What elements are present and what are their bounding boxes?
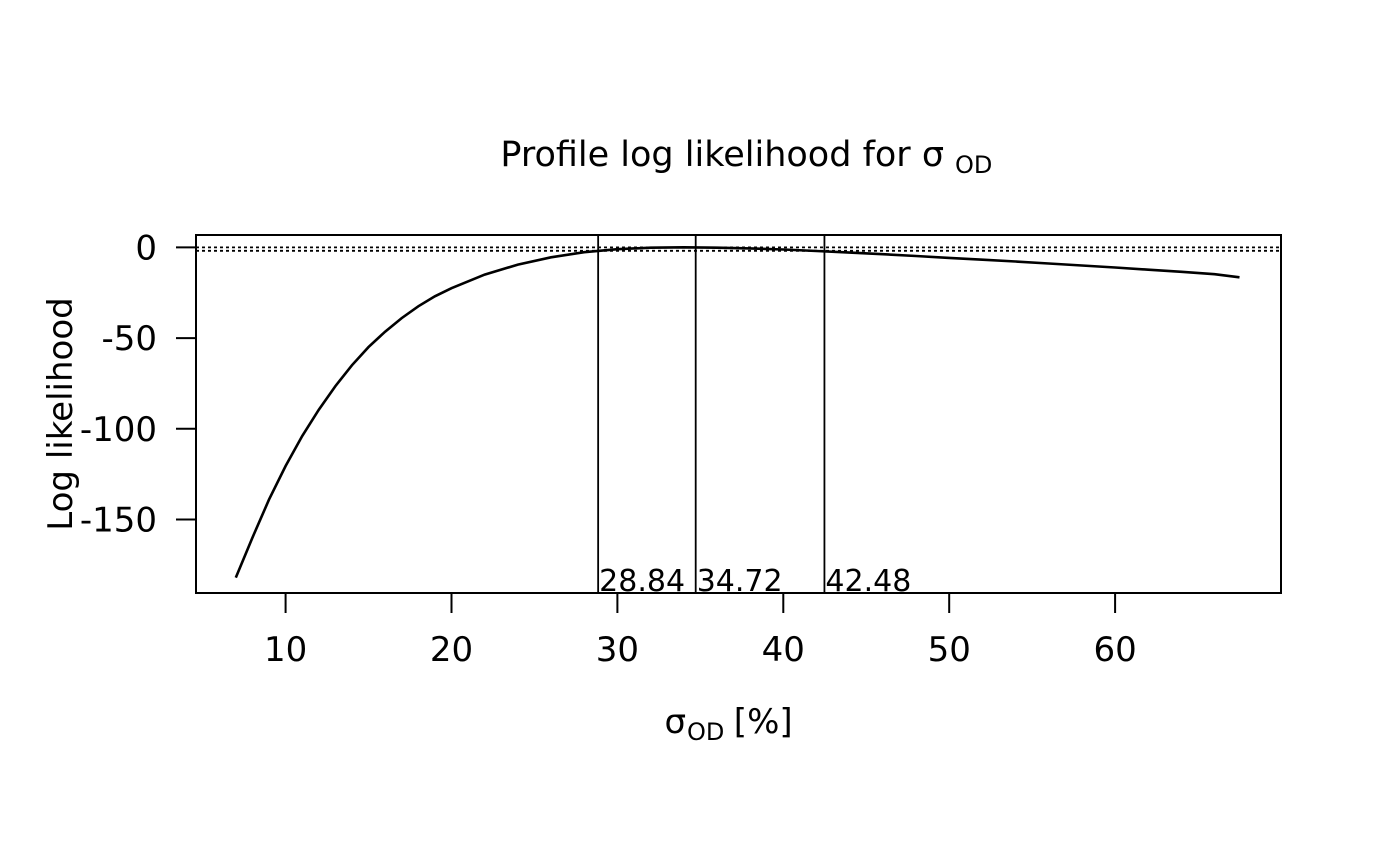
x-tick-label-4: 50 [928, 630, 971, 670]
series-line-0 [234, 245, 1240, 579]
x-axis-title-symbol: σ [664, 702, 686, 742]
y-tick-label-0: 0 [135, 228, 157, 268]
x-tick-label-5: 60 [1093, 630, 1136, 670]
y-axis: 0 -50 -100 -150 [80, 228, 197, 541]
x-axis-title-suffix: [%] [723, 702, 793, 742]
plot-frame [195, 234, 1282, 594]
x-tick-label-3: 40 [762, 630, 805, 670]
x-axis-title-subscript: OD [687, 718, 724, 746]
y-tick-label-1: -50 [101, 319, 157, 359]
y-tick-label-3: -150 [80, 501, 157, 541]
chart-title: Profile log likelihood for σ [500, 135, 944, 175]
y-axis-title: Log likelihood [41, 297, 81, 530]
x-axis: 10 20 30 40 50 60 [264, 592, 1137, 670]
reference-lines [196, 235, 1281, 593]
x-tick-label-2: 30 [596, 630, 639, 670]
x-tick-label-0: 10 [264, 630, 307, 670]
y-tick-label-2: -100 [80, 410, 157, 450]
series-group [234, 245, 1240, 579]
x-tick-label-1: 20 [430, 630, 473, 670]
chart-title-subscript: OD [955, 151, 992, 179]
